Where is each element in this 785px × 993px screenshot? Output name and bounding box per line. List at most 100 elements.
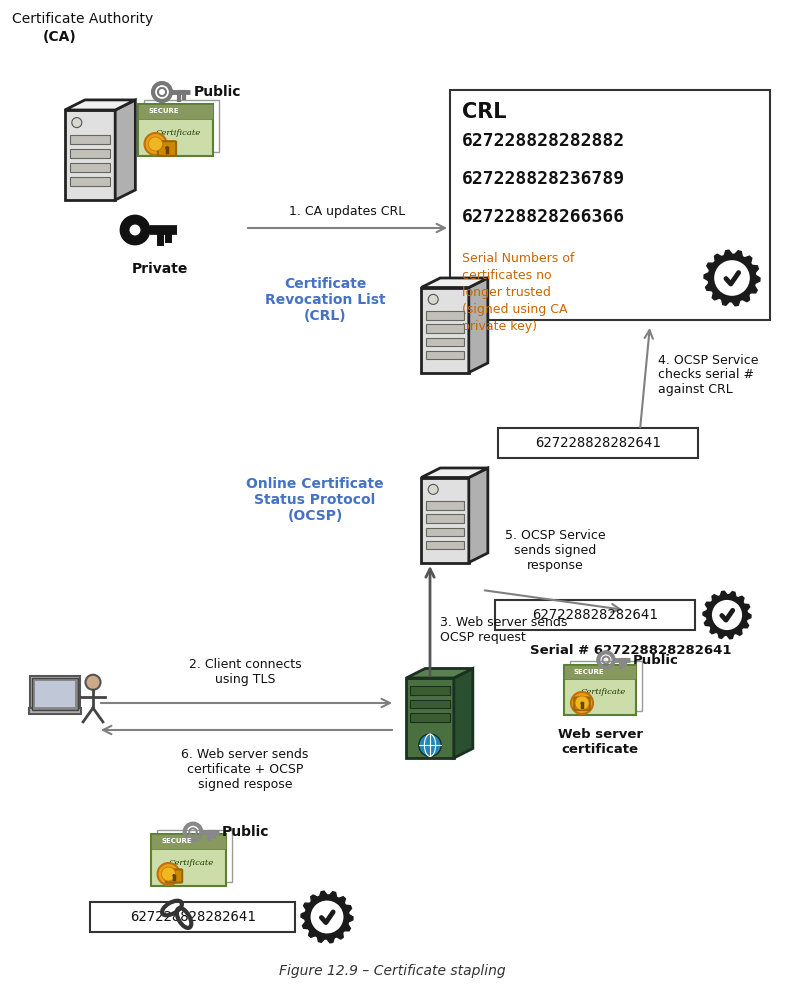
Text: Certificate Authority: Certificate Authority: [12, 12, 153, 26]
Polygon shape: [454, 668, 473, 758]
Text: 627228828266366: 627228828266366: [462, 208, 625, 226]
Polygon shape: [70, 149, 110, 158]
Text: Certificate: Certificate: [581, 688, 626, 696]
Circle shape: [129, 223, 141, 236]
Text: Public: Public: [194, 85, 242, 99]
Text: 627228828282641: 627228828282641: [535, 436, 661, 450]
FancyBboxPatch shape: [137, 104, 213, 118]
Polygon shape: [70, 135, 110, 144]
Circle shape: [173, 874, 176, 877]
Text: 4. OCSP Service
checks serial #
against CRL: 4. OCSP Service checks serial # against …: [658, 354, 758, 396]
Circle shape: [162, 867, 176, 881]
Polygon shape: [301, 891, 353, 942]
FancyBboxPatch shape: [151, 834, 225, 849]
FancyBboxPatch shape: [90, 902, 295, 932]
Polygon shape: [426, 338, 464, 347]
Text: certificates no: certificates no: [462, 269, 552, 282]
Polygon shape: [703, 591, 751, 638]
Text: (CA): (CA): [43, 30, 77, 44]
FancyBboxPatch shape: [29, 708, 81, 714]
Circle shape: [120, 215, 150, 244]
Polygon shape: [426, 325, 464, 333]
FancyBboxPatch shape: [30, 676, 80, 712]
Text: CRL: CRL: [462, 102, 506, 122]
FancyBboxPatch shape: [575, 697, 590, 710]
Text: 627228828282882: 627228828282882: [462, 132, 625, 150]
FancyBboxPatch shape: [570, 661, 642, 711]
Polygon shape: [426, 501, 464, 509]
FancyBboxPatch shape: [151, 834, 225, 886]
Text: 627228828282641: 627228828282641: [130, 910, 255, 924]
Text: Certificate
Revocation List
(CRL): Certificate Revocation List (CRL): [265, 277, 385, 323]
Text: SECURE: SECURE: [148, 108, 179, 114]
Polygon shape: [426, 351, 464, 359]
Text: SECURE: SECURE: [574, 669, 604, 675]
Circle shape: [86, 674, 100, 690]
Polygon shape: [422, 278, 487, 288]
Text: Serial # 627228828282641: Serial # 627228828282641: [530, 644, 732, 657]
FancyBboxPatch shape: [564, 665, 636, 679]
Text: 6. Web server sends
certificate + OCSP
signed respose: 6. Web server sends certificate + OCSP s…: [181, 748, 309, 791]
FancyBboxPatch shape: [450, 90, 770, 320]
FancyBboxPatch shape: [166, 870, 182, 883]
Text: Serial Numbers of: Serial Numbers of: [462, 252, 575, 265]
Polygon shape: [426, 541, 464, 549]
Text: 2. Client connects
using TLS: 2. Client connects using TLS: [188, 658, 301, 686]
Text: longer trusted: longer trusted: [462, 286, 551, 299]
Polygon shape: [469, 468, 487, 562]
Polygon shape: [406, 678, 454, 758]
Polygon shape: [115, 100, 135, 200]
Circle shape: [144, 133, 166, 155]
Text: Web server
certificate: Web server certificate: [557, 728, 642, 756]
Polygon shape: [70, 177, 110, 186]
Text: 5. OCSP Service
sends signed
response: 5. OCSP Service sends signed response: [505, 529, 605, 572]
Text: 3. Web server sends
OCSP request: 3. Web server sends OCSP request: [440, 617, 568, 644]
Circle shape: [580, 702, 583, 705]
FancyBboxPatch shape: [137, 104, 213, 156]
Polygon shape: [469, 278, 487, 372]
Circle shape: [571, 692, 593, 714]
Text: Certificate: Certificate: [156, 129, 202, 137]
Circle shape: [710, 599, 743, 632]
Polygon shape: [426, 527, 464, 536]
Circle shape: [428, 294, 438, 305]
Polygon shape: [65, 100, 135, 110]
Circle shape: [575, 696, 589, 710]
Polygon shape: [411, 713, 450, 722]
Polygon shape: [406, 668, 473, 678]
Text: Certificate: Certificate: [169, 859, 214, 867]
Text: 627228828236789: 627228828236789: [462, 170, 625, 188]
FancyBboxPatch shape: [498, 428, 698, 458]
Circle shape: [713, 259, 751, 297]
Text: 1. CA updates CRL: 1. CA updates CRL: [290, 205, 406, 218]
Polygon shape: [704, 250, 760, 306]
Polygon shape: [426, 514, 464, 523]
Polygon shape: [422, 288, 469, 372]
Polygon shape: [411, 700, 450, 708]
Circle shape: [148, 137, 162, 151]
Text: Public: Public: [222, 825, 269, 839]
Circle shape: [165, 146, 169, 150]
FancyBboxPatch shape: [564, 665, 636, 715]
FancyBboxPatch shape: [156, 830, 232, 882]
FancyBboxPatch shape: [495, 600, 695, 630]
FancyBboxPatch shape: [32, 678, 78, 710]
Circle shape: [428, 485, 438, 495]
Text: Online Certificate
Status Protocol
(OCSP): Online Certificate Status Protocol (OCSP…: [246, 477, 384, 523]
Polygon shape: [70, 163, 110, 172]
Polygon shape: [422, 468, 487, 478]
Polygon shape: [422, 478, 469, 562]
Text: Figure 12.9 – Certificate stapling: Figure 12.9 – Certificate stapling: [279, 964, 506, 978]
Text: private key): private key): [462, 320, 537, 333]
Polygon shape: [65, 110, 115, 200]
Text: (signed using CA: (signed using CA: [462, 303, 568, 316]
FancyBboxPatch shape: [35, 681, 75, 707]
Circle shape: [158, 863, 180, 885]
Polygon shape: [426, 311, 464, 320]
Circle shape: [419, 734, 441, 757]
Polygon shape: [411, 686, 450, 695]
Circle shape: [71, 117, 82, 127]
Text: Public: Public: [633, 653, 679, 666]
Text: Private: Private: [132, 262, 188, 276]
Text: SECURE: SECURE: [162, 838, 192, 844]
